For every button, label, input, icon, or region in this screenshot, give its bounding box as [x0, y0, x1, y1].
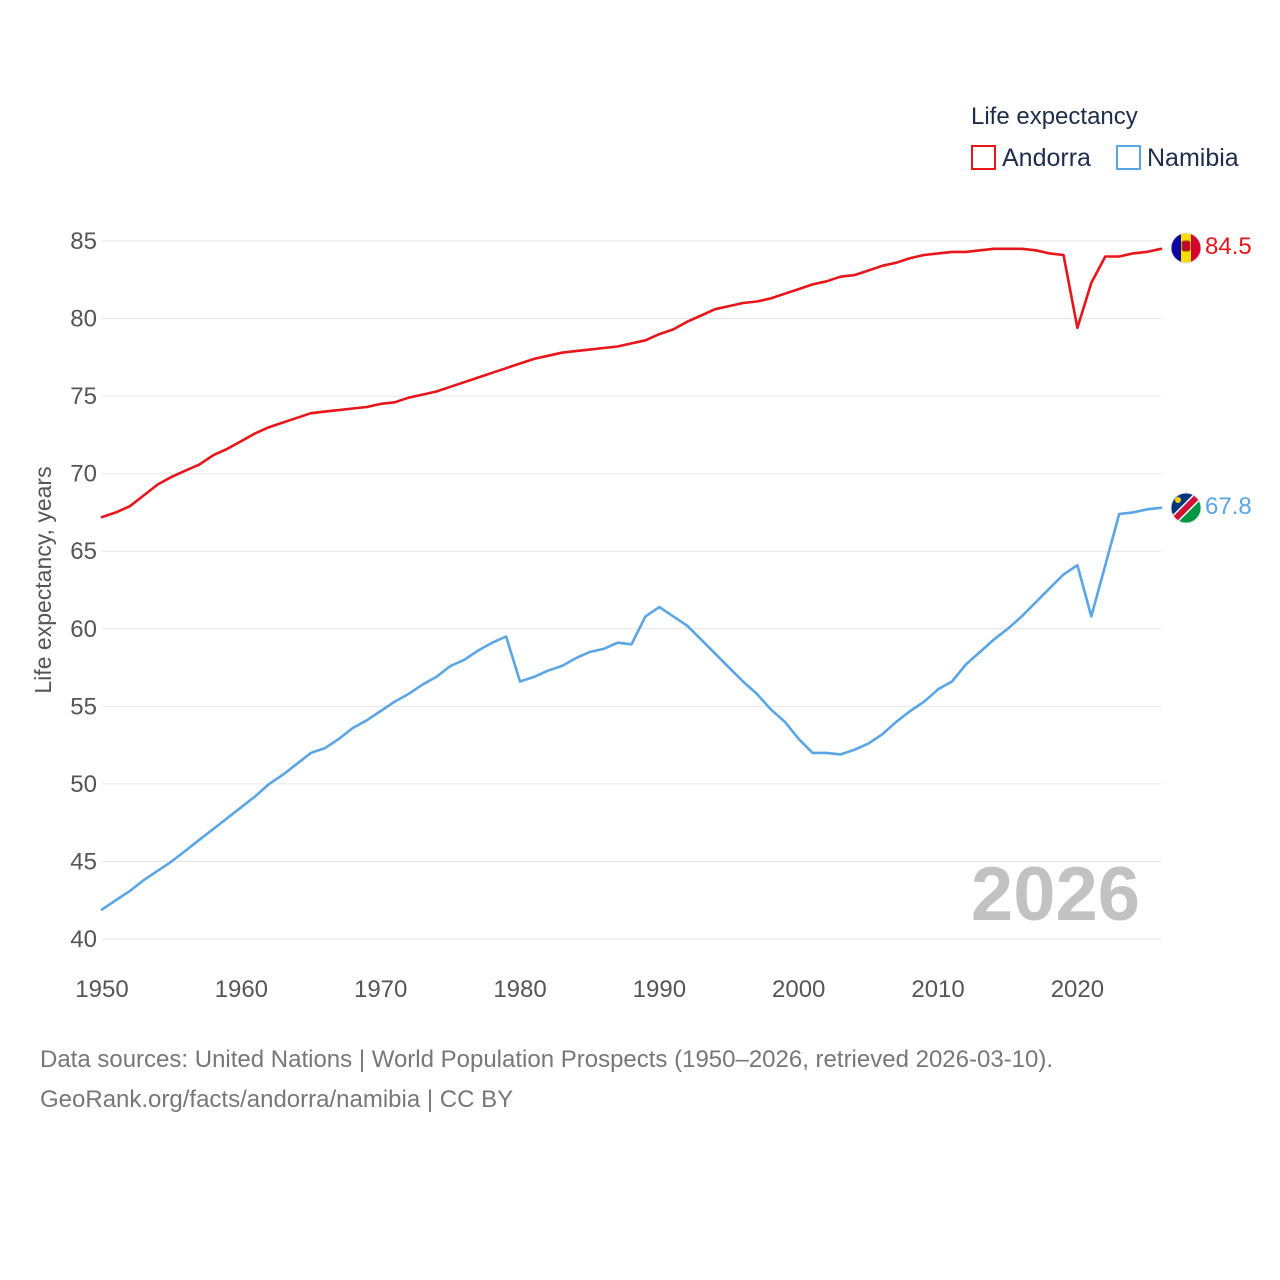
y-tick-80: 80: [70, 306, 97, 333]
life-expectancy-chart: Life expectancy Andorra Namibia Life exp…: [30, 103, 1252, 1003]
legend-swatch-andorra: [971, 145, 996, 170]
credit-link[interactable]: GeoRank.org/facts/andorra/namibia | CC B…: [40, 1086, 514, 1113]
series-line-namibia[interactable]: [100, 506, 1163, 911]
y-tick-65: 65: [70, 538, 97, 565]
y-tick-50: 50: [70, 771, 97, 798]
y-tick-60: 60: [70, 616, 97, 643]
end-label-andorra: 84.5: [1205, 233, 1252, 260]
x-tick-1970: 1970: [354, 976, 407, 1003]
series-layer: [100, 247, 1163, 911]
y-axis: 85 80 75 70 65 60 55 50 45 40: [70, 228, 97, 953]
legend-label-namibia: Namibia: [1147, 144, 1239, 172]
legend-item-andorra[interactable]: Andorra: [971, 144, 1091, 172]
footer: Data sources: United Nations | World Pop…: [40, 1040, 1053, 1120]
x-tick-1980: 1980: [493, 976, 546, 1003]
y-tick-75: 75: [70, 383, 97, 410]
data-sources: Data sources: United Nations | World Pop…: [40, 1046, 1054, 1073]
legend-item-namibia[interactable]: Namibia: [1116, 144, 1239, 172]
x-tick-1990: 1990: [633, 976, 686, 1003]
legend-swatch-namibia: [1116, 145, 1141, 170]
x-tick-1950: 1950: [75, 976, 128, 1003]
legend-title: Life expectancy: [971, 103, 1138, 130]
x-tick-2010: 2010: [911, 976, 964, 1003]
y-axis-title: Life expectancy, years: [30, 466, 56, 693]
grid: [102, 240, 1161, 940]
y-tick-55: 55: [70, 693, 97, 720]
series-line-andorra[interactable]: [100, 247, 1163, 519]
namibia-flag-icon: [1171, 493, 1201, 523]
y-tick-70: 70: [70, 461, 97, 488]
end-label-namibia: 67.8: [1205, 493, 1252, 520]
legend-label-andorra: Andorra: [1002, 144, 1091, 172]
year-watermark: 2026: [971, 852, 1140, 937]
x-tick-1960: 1960: [215, 976, 268, 1003]
y-tick-40: 40: [70, 926, 97, 953]
andorra-flag-icon: [1171, 233, 1201, 263]
x-axis: 1950 1960 1970 1980 1990 2000 2010 2020: [75, 976, 1104, 1003]
x-tick-2020: 2020: [1051, 976, 1104, 1003]
x-tick-2000: 2000: [772, 976, 825, 1003]
y-tick-45: 45: [70, 848, 97, 875]
y-tick-85: 85: [70, 228, 97, 255]
